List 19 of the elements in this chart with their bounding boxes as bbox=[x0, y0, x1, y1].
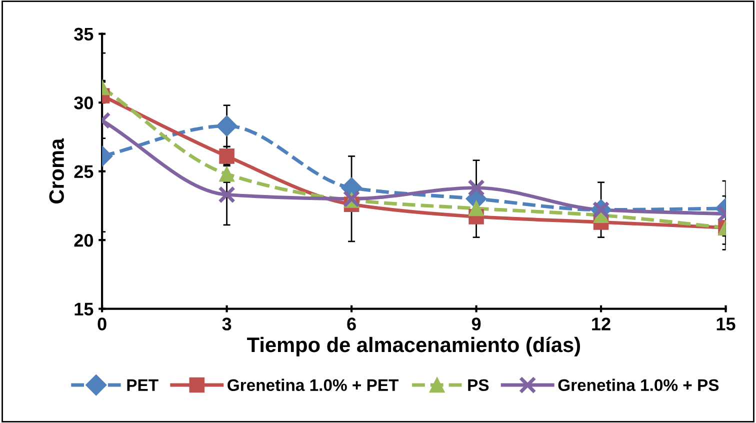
point bbox=[468, 200, 484, 216]
legend-label: Grenetina 1.0% + PS bbox=[558, 378, 719, 392]
y-tick-label: 15 bbox=[74, 302, 94, 316]
y-tick-label: 30 bbox=[74, 96, 93, 110]
legend-label: PS bbox=[468, 379, 489, 392]
x-tick-label: 15 bbox=[716, 318, 736, 330]
y-tick-label: 25 bbox=[74, 165, 94, 178]
x-axis-title: Tiempo de almacenamiento (días) bbox=[247, 336, 580, 356]
x-tick-label: 9 bbox=[472, 318, 481, 330]
y-tick-label: 20 bbox=[74, 234, 93, 247]
x-tick-label: 12 bbox=[592, 318, 610, 330]
x-tick-label: 3 bbox=[222, 318, 232, 330]
point bbox=[468, 179, 485, 196]
y-tick-label: 35 bbox=[74, 28, 94, 41]
x-tick-label: 6 bbox=[347, 318, 356, 330]
legend-label: PET bbox=[127, 379, 158, 391]
x-tick-label: 0 bbox=[98, 318, 106, 330]
legend-label: Grenetina 1.0% + PET bbox=[228, 378, 399, 392]
y-axis-title: Croma bbox=[49, 138, 64, 204]
